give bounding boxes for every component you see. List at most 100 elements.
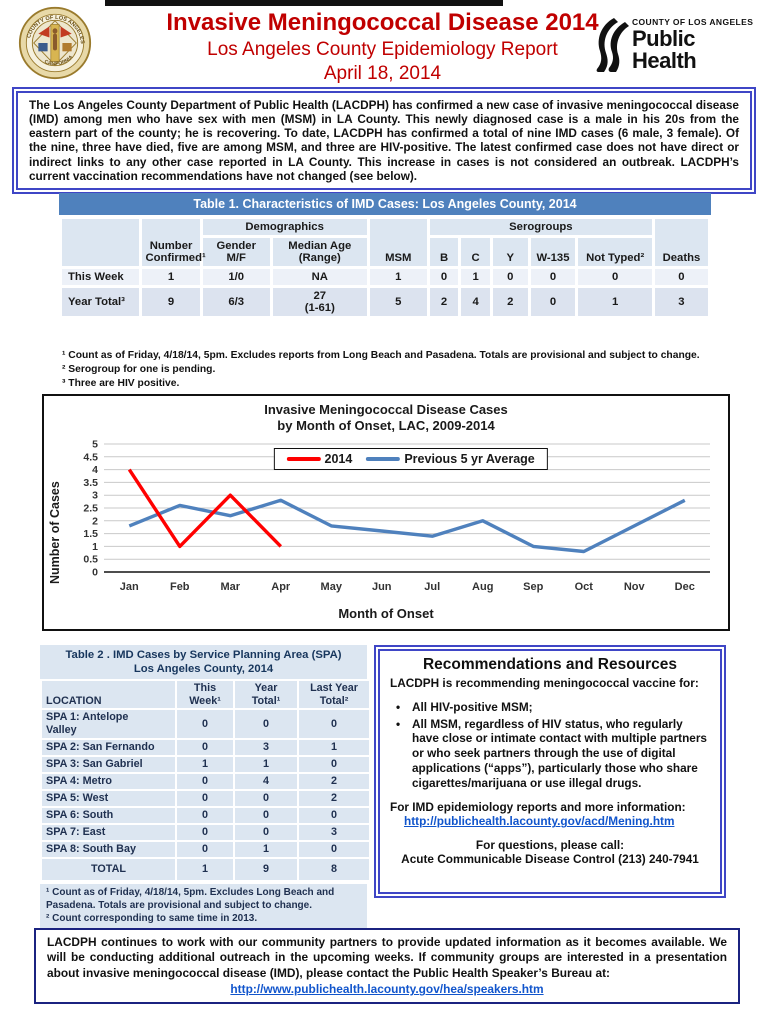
svg-text:Jul: Jul (424, 581, 440, 593)
table-row: SPA 2: San Fernando 0 3 1 (42, 739, 369, 755)
cell: 0 (235, 710, 297, 738)
cell: 0 (177, 841, 233, 857)
chart-y-axis-label: Number of Cases (48, 481, 62, 584)
spa-location: SPA 5: West (42, 790, 175, 806)
svg-text:1.5: 1.5 (83, 528, 98, 540)
legend-label-average: Previous 5 yr Average (404, 452, 535, 466)
cell: 1 (177, 756, 233, 772)
cell: 1 (578, 288, 652, 316)
table-row: SPA 6: South 0 0 0 (42, 807, 369, 823)
col-serogroup-w135: W-135 (530, 238, 576, 266)
group-demographics: Demographics (202, 219, 367, 235)
cell: 0 (177, 773, 233, 789)
speakers-bureau-link[interactable]: http://www.publichealth.lacounty.gov/hea… (230, 982, 544, 997)
total-year-total: 9 (235, 858, 297, 880)
legend-label-2014: 2014 (324, 452, 353, 466)
spa-location: SPA 7: East (42, 824, 175, 840)
cell: 1 (235, 841, 297, 857)
chart-plot-area: 00.511.522.533.544.55 Jan Feb Mar Apr May Jun J… (83, 439, 710, 593)
cell: 0 (299, 756, 369, 772)
cell: 3 (654, 288, 708, 316)
svg-text:0.5: 0.5 (83, 554, 98, 566)
cell: 4 (461, 288, 490, 316)
spa-location: SPA 4: Metro (42, 773, 175, 789)
cell: 1/0 (202, 269, 270, 285)
table-row: SPA 1: Antelope Valley 0 0 0 (42, 710, 369, 738)
chart-x-axis-label: Month of Onset (338, 606, 434, 621)
la-county-seal: COUNTY OF LOS ANGELES CALIFORNIA (18, 6, 92, 80)
table-row: Year Total³ 9 6/3 27 (1-61) 5 2 4 2 0 1 … (62, 288, 708, 316)
table1-corner-cell (62, 219, 140, 266)
row-label: Year Total³ (62, 288, 140, 316)
legend-swatch-average (366, 457, 401, 461)
page-subtitle: Los Angeles County Epidemiology Report (207, 39, 558, 61)
report-date: April 18, 2014 (323, 63, 442, 85)
bullet-icon: • (396, 716, 401, 731)
cell: 0 (299, 841, 369, 857)
bullet-icon: • (396, 700, 401, 714)
intro-text: The Los Angeles County Department of Pub… (29, 98, 739, 183)
cell: 0 (299, 807, 369, 823)
footnote: ¹ Count as of Friday, 4/18/14, 5pm. Excl… (62, 350, 700, 361)
cell: 4 (235, 773, 297, 789)
table1-title: Table 1. Characteristics of IMD Cases: L… (59, 193, 711, 215)
table2-title: Table 2 . IMD Cases by Service Planning … (40, 645, 367, 680)
questions-contact: Acute Communicable Disease Control (213)… (401, 852, 699, 867)
footnote: ² Count corresponding to same time in 20… (46, 912, 258, 924)
spa-location: SPA 8: South Bay (42, 841, 175, 857)
cell: 0 (654, 269, 708, 285)
cell: 0 (177, 739, 233, 755)
questions-label: For questions, please call: (475, 838, 625, 853)
col-serogroup-y: Y (492, 238, 528, 266)
table2-footnotes: ¹ Count as of Friday, 4/18/14, 5pm. Excl… (40, 883, 367, 929)
chart-legend: 2014 Previous 5 yr Average (273, 448, 548, 470)
cell: 5 (369, 288, 427, 316)
svg-text:4: 4 (92, 464, 98, 476)
col-last-year-total: Last Year Total² (299, 681, 369, 709)
cell: 0 (578, 269, 652, 285)
intro-summary-box: The Los Angeles County Department of Pub… (12, 87, 756, 194)
svg-text:2.5: 2.5 (83, 503, 98, 515)
cell: 0 (177, 790, 233, 806)
row-label: This Week (62, 269, 140, 285)
footnote: ³ Three are HIV positive. (62, 377, 180, 389)
table-row: SPA 3: San Gabriel 1 1 0 (42, 756, 369, 772)
col-location: LOCATION (42, 681, 175, 709)
cell: 6/3 (202, 288, 270, 316)
report-header: Invasive Meningococcal Disease 2014 Los … (125, 9, 640, 86)
cell: 1 (299, 739, 369, 755)
cell: 1 (235, 756, 297, 772)
cell: 1 (369, 269, 427, 285)
cell: 0 (299, 710, 369, 738)
svg-text:Apr: Apr (271, 581, 291, 593)
table-row: SPA 4: Metro 0 4 2 (42, 773, 369, 789)
col-year-total: Year Total¹ (235, 681, 297, 709)
svg-text:5: 5 (92, 439, 98, 451)
cell: 2 (299, 773, 369, 789)
col-deaths: Deaths (654, 219, 708, 266)
cell: 9 (142, 288, 200, 316)
col-serogroup-b: B (429, 238, 459, 266)
recommendations-title: Recommendations and Resources (422, 656, 678, 673)
table-row: SPA 8: South Bay 0 1 0 (42, 841, 369, 857)
svg-text:Oct: Oct (575, 581, 594, 593)
community-outreach-box: LACDPH continues to work with our commun… (34, 928, 740, 1004)
col-msm: MSM (369, 219, 427, 266)
cell: 0 (235, 824, 297, 840)
footnote: ¹ Count as of Friday, 4/18/14, 5pm. Excl… (46, 886, 335, 911)
mening-report-link[interactable]: http://publichealth.lacounty.gov/acd/Men… (404, 814, 675, 829)
cell: 0 (530, 288, 576, 316)
cell: 0 (235, 790, 297, 806)
svg-text:Nov: Nov (624, 581, 646, 593)
legend-item-2014: 2014 (286, 452, 353, 466)
svg-text:2: 2 (92, 515, 98, 527)
svg-text:3.5: 3.5 (83, 477, 98, 489)
col-this-week: This Week¹ (177, 681, 233, 709)
table-row: SPA 5: West 0 0 2 (42, 790, 369, 806)
table2: Table 2 . IMD Cases by Service Planning … (40, 645, 369, 929)
cell: 0 (429, 269, 459, 285)
legend-swatch-2014 (286, 457, 321, 461)
info-label: For IMD epidemiology reports and more in… (390, 800, 686, 815)
total-last-year: 8 (299, 858, 369, 880)
cell: 0 (235, 807, 297, 823)
